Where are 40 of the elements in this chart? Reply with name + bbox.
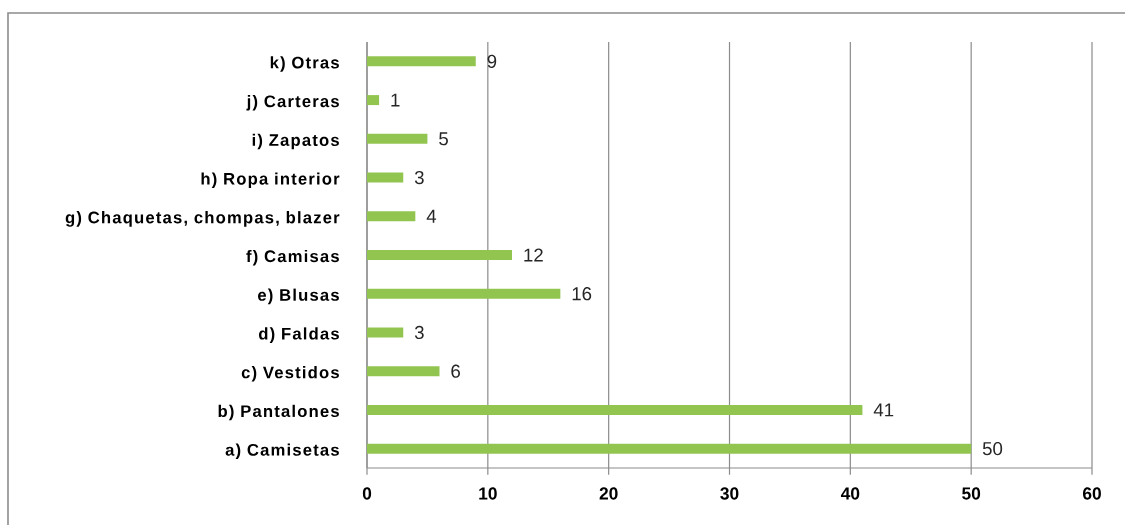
data-label: 1: [391, 93, 400, 107]
bar: [367, 133, 428, 144]
bar: [367, 56, 476, 67]
x-tick-label: 20: [599, 487, 618, 500]
bar: [367, 443, 972, 454]
x-tick-label: 0: [362, 487, 372, 500]
y-tick-label: j) Carteras: [246, 94, 339, 111]
data-label: 16: [572, 287, 592, 301]
data-label: 3: [414, 170, 424, 185]
bar: [367, 95, 380, 106]
data-label: 3: [414, 325, 424, 340]
data-label: 6: [451, 364, 460, 378]
x-tick-label: 10: [479, 487, 497, 500]
data-label: 41: [873, 403, 894, 417]
x-tick-label: 50: [962, 487, 981, 500]
data-label: 50: [982, 442, 1003, 456]
bar: [367, 366, 440, 377]
bar: [367, 172, 404, 183]
y-tick-label: e) Blusas: [258, 288, 339, 305]
x-tick-label: 40: [840, 487, 860, 500]
y-tick-label: a) Camisetas: [225, 443, 339, 460]
y-tick-label: d) Faldas: [258, 327, 339, 343]
y-tick-label: k) Otras: [270, 56, 339, 72]
y-tick-label: b) Pantalones: [218, 404, 339, 421]
data-label: 9: [487, 54, 497, 68]
y-tick-label: h) Ropa interior: [201, 172, 340, 188]
y-tick-label: g) Chaquetas, chompas, blazer: [65, 211, 340, 227]
y-tick-label: f) Camisas: [246, 249, 339, 266]
bar: [367, 327, 404, 338]
bar: [367, 288, 561, 299]
x-tick-label: 30: [720, 487, 739, 500]
data-label: 4: [426, 209, 437, 223]
y-tick-label: i) Zapatos: [252, 133, 339, 150]
x-tick-label: 60: [1082, 487, 1101, 500]
data-label: 5: [439, 132, 448, 146]
data-label: 12: [524, 248, 543, 262]
bar: [367, 404, 863, 415]
bar: [367, 250, 512, 260]
y-tick-label: c) Vestidos: [241, 366, 339, 382]
bar: [367, 211, 416, 222]
